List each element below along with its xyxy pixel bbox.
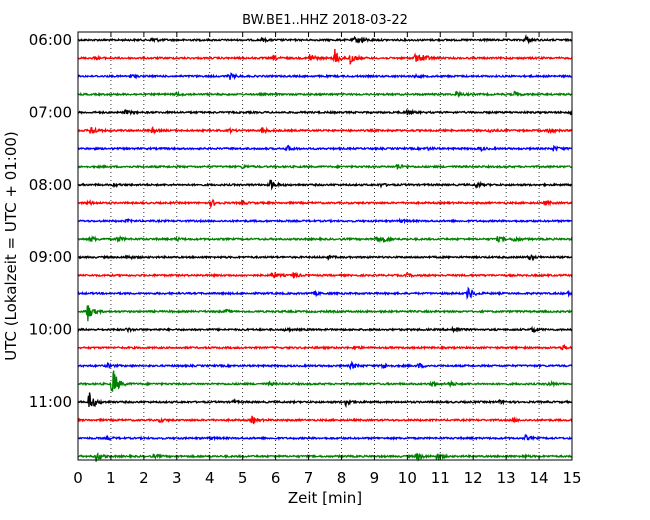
trace-row (77, 254, 573, 262)
y-tick-label: 08:00 (29, 176, 72, 194)
x-tick-label: 1 (106, 469, 116, 487)
trace-row (77, 33, 573, 45)
trace-row (77, 370, 573, 392)
x-tick-label: 4 (205, 469, 215, 487)
trace-row (77, 415, 573, 425)
trace-row (77, 392, 573, 409)
x-tick-label: 9 (370, 469, 380, 487)
y-axis-label: UTC (Lokalzeit = UTC + 01:00) (2, 131, 20, 361)
minute-grid (110, 32, 540, 460)
x-tick-label: 0 (73, 469, 83, 487)
x-tick-label: 8 (337, 469, 347, 487)
trace-row (77, 343, 573, 351)
trace-row (77, 325, 573, 334)
seismogram-traces (77, 33, 573, 463)
x-tick-label: 3 (172, 469, 182, 487)
x-tick-label: 11 (431, 469, 450, 487)
y-tick-label: 11:00 (29, 393, 72, 411)
trace-row (77, 271, 573, 279)
x-tick-label: 10 (398, 469, 417, 487)
trace-row (77, 179, 573, 191)
trace-row (77, 72, 573, 81)
x-axis-ticks: 0 1 2 3 4 5 6 7 8 9 10 11 12 13 14 15 (73, 32, 582, 487)
x-tick-label: 2 (139, 469, 149, 487)
trace-row (77, 108, 573, 116)
trace-row (77, 198, 573, 210)
trace-row (77, 125, 573, 135)
x-tick-label: 14 (530, 469, 549, 487)
x-tick-label: 15 (562, 469, 581, 487)
trace-row (77, 217, 573, 225)
y-tick-label: 09:00 (29, 248, 72, 266)
y-tick-label: 10:00 (29, 321, 72, 339)
trace-row (77, 144, 573, 153)
trace-row (77, 433, 573, 442)
x-axis-label: Zeit [min] (288, 489, 362, 507)
y-tick-label: 07:00 (29, 103, 72, 121)
x-tick-label: 7 (304, 469, 314, 487)
trace-row (77, 90, 573, 99)
trace-row (77, 235, 573, 244)
plot-frame (77, 31, 573, 461)
chart-title: BW.BE1..HHZ 2018-03-22 (242, 13, 408, 28)
x-tick-label: 12 (464, 469, 483, 487)
x-tick-label: 6 (271, 469, 281, 487)
trace-row (77, 305, 573, 322)
trace-row (77, 286, 573, 301)
trace-row (77, 163, 573, 170)
trace-row (77, 451, 573, 463)
y-tick-label: 06:00 (29, 31, 72, 49)
trace-row (77, 48, 573, 65)
x-tick-label: 13 (497, 469, 516, 487)
y-axis-ticks: 06:00 07:00 08:00 09:00 10:00 11:00 (29, 31, 572, 411)
x-tick-label: 5 (238, 469, 248, 487)
trace-row (77, 360, 573, 371)
